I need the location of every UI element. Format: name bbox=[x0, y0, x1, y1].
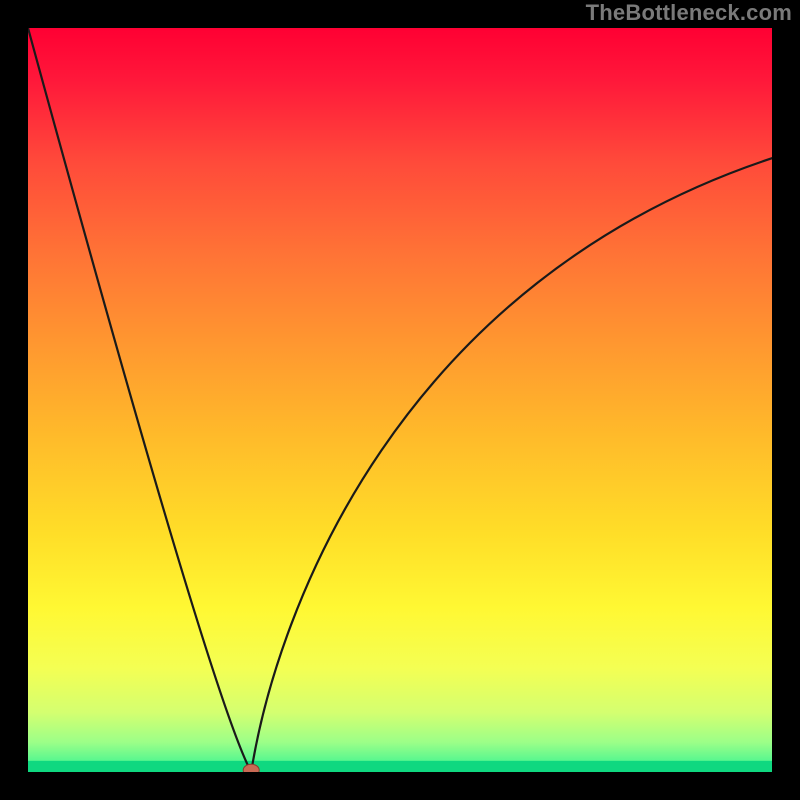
chart-plot-area bbox=[28, 28, 772, 772]
watermark-text: TheBottleneck.com bbox=[586, 0, 792, 26]
chart-background bbox=[28, 28, 772, 772]
minimum-marker bbox=[243, 764, 259, 772]
chart-bottom-strip bbox=[28, 761, 772, 772]
chart-svg bbox=[28, 28, 772, 772]
